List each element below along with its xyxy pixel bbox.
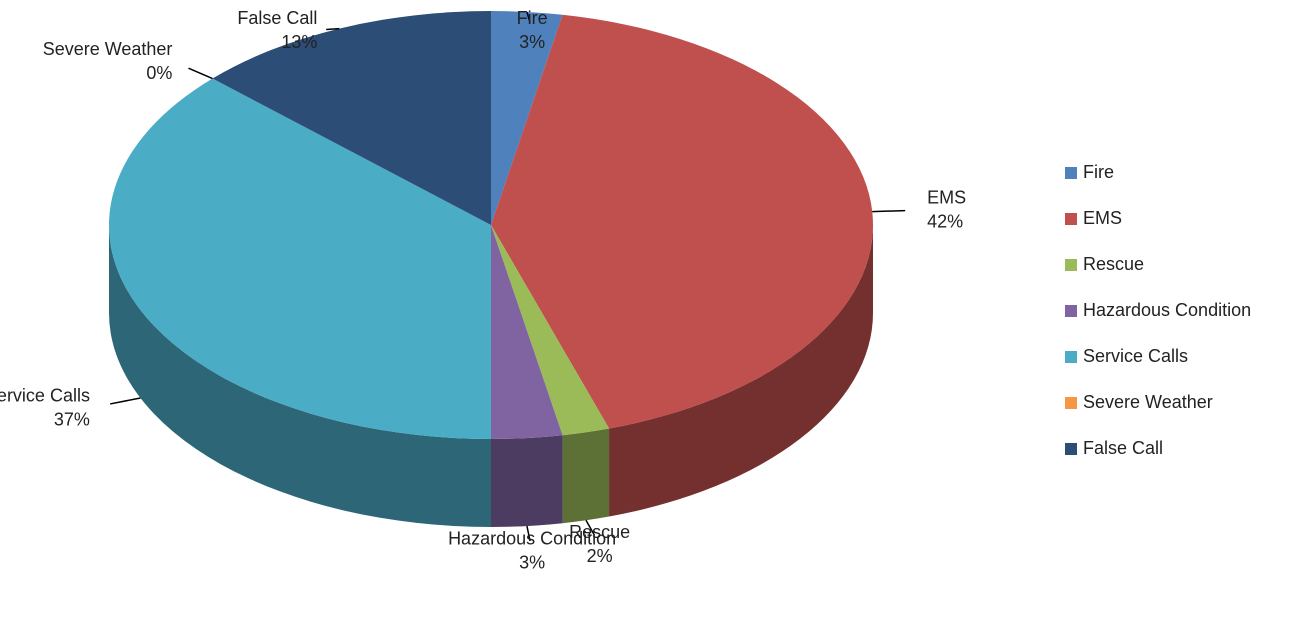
pie-side: [491, 435, 563, 527]
data-label-name: EMS: [927, 188, 966, 208]
pie-slice: [491, 225, 563, 439]
data-label-name: Fire: [517, 8, 548, 28]
data-label-name: Rescue: [569, 522, 630, 542]
pie-slice: [491, 11, 563, 225]
leader-line: [585, 519, 595, 536]
legend-swatch: [1065, 213, 1077, 225]
legend-label: Service Calls: [1083, 346, 1188, 366]
pie-side: [109, 225, 491, 527]
leader-line: [326, 27, 340, 31]
legend-label: EMS: [1083, 208, 1122, 228]
pie-slice: [212, 11, 491, 225]
pie-slice: [491, 14, 874, 429]
pie-slice: [108, 78, 491, 439]
data-label-name: False Call: [237, 8, 317, 28]
leader-line: [526, 525, 531, 542]
legend-swatch: [1065, 167, 1077, 179]
leader-line: [872, 209, 906, 213]
legend-label: False Call: [1083, 438, 1163, 458]
leader-line: [526, 11, 531, 23]
data-label-value: 2%: [587, 546, 613, 566]
legend-label: Fire: [1083, 162, 1114, 182]
legend-swatch: [1065, 351, 1077, 363]
leader-line: [188, 67, 213, 80]
data-label-name: Hazardous Condition: [448, 529, 616, 549]
legend-swatch: [1065, 305, 1077, 317]
legend-label: Severe Weather: [1083, 392, 1213, 412]
legend-label: Rescue: [1083, 254, 1144, 274]
data-label-value: 3%: [519, 32, 545, 52]
pie-slice: [491, 225, 610, 436]
legend-swatch: [1065, 397, 1077, 409]
data-label-name: Severe Weather: [43, 39, 173, 59]
data-label-value: 37%: [54, 410, 90, 430]
legend-swatch: [1065, 259, 1077, 271]
data-label-name: Service Calls: [0, 386, 90, 406]
data-label-value: 42%: [927, 212, 963, 232]
data-label-value: 0%: [146, 63, 172, 83]
pie-side: [609, 225, 873, 517]
pie-side: [562, 428, 610, 524]
data-label-value: 3%: [519, 553, 545, 573]
legend-label: Hazardous Condition: [1083, 300, 1251, 320]
leader-line: [109, 397, 141, 405]
legend-swatch: [1065, 443, 1077, 455]
data-label-value: 13%: [281, 32, 317, 52]
